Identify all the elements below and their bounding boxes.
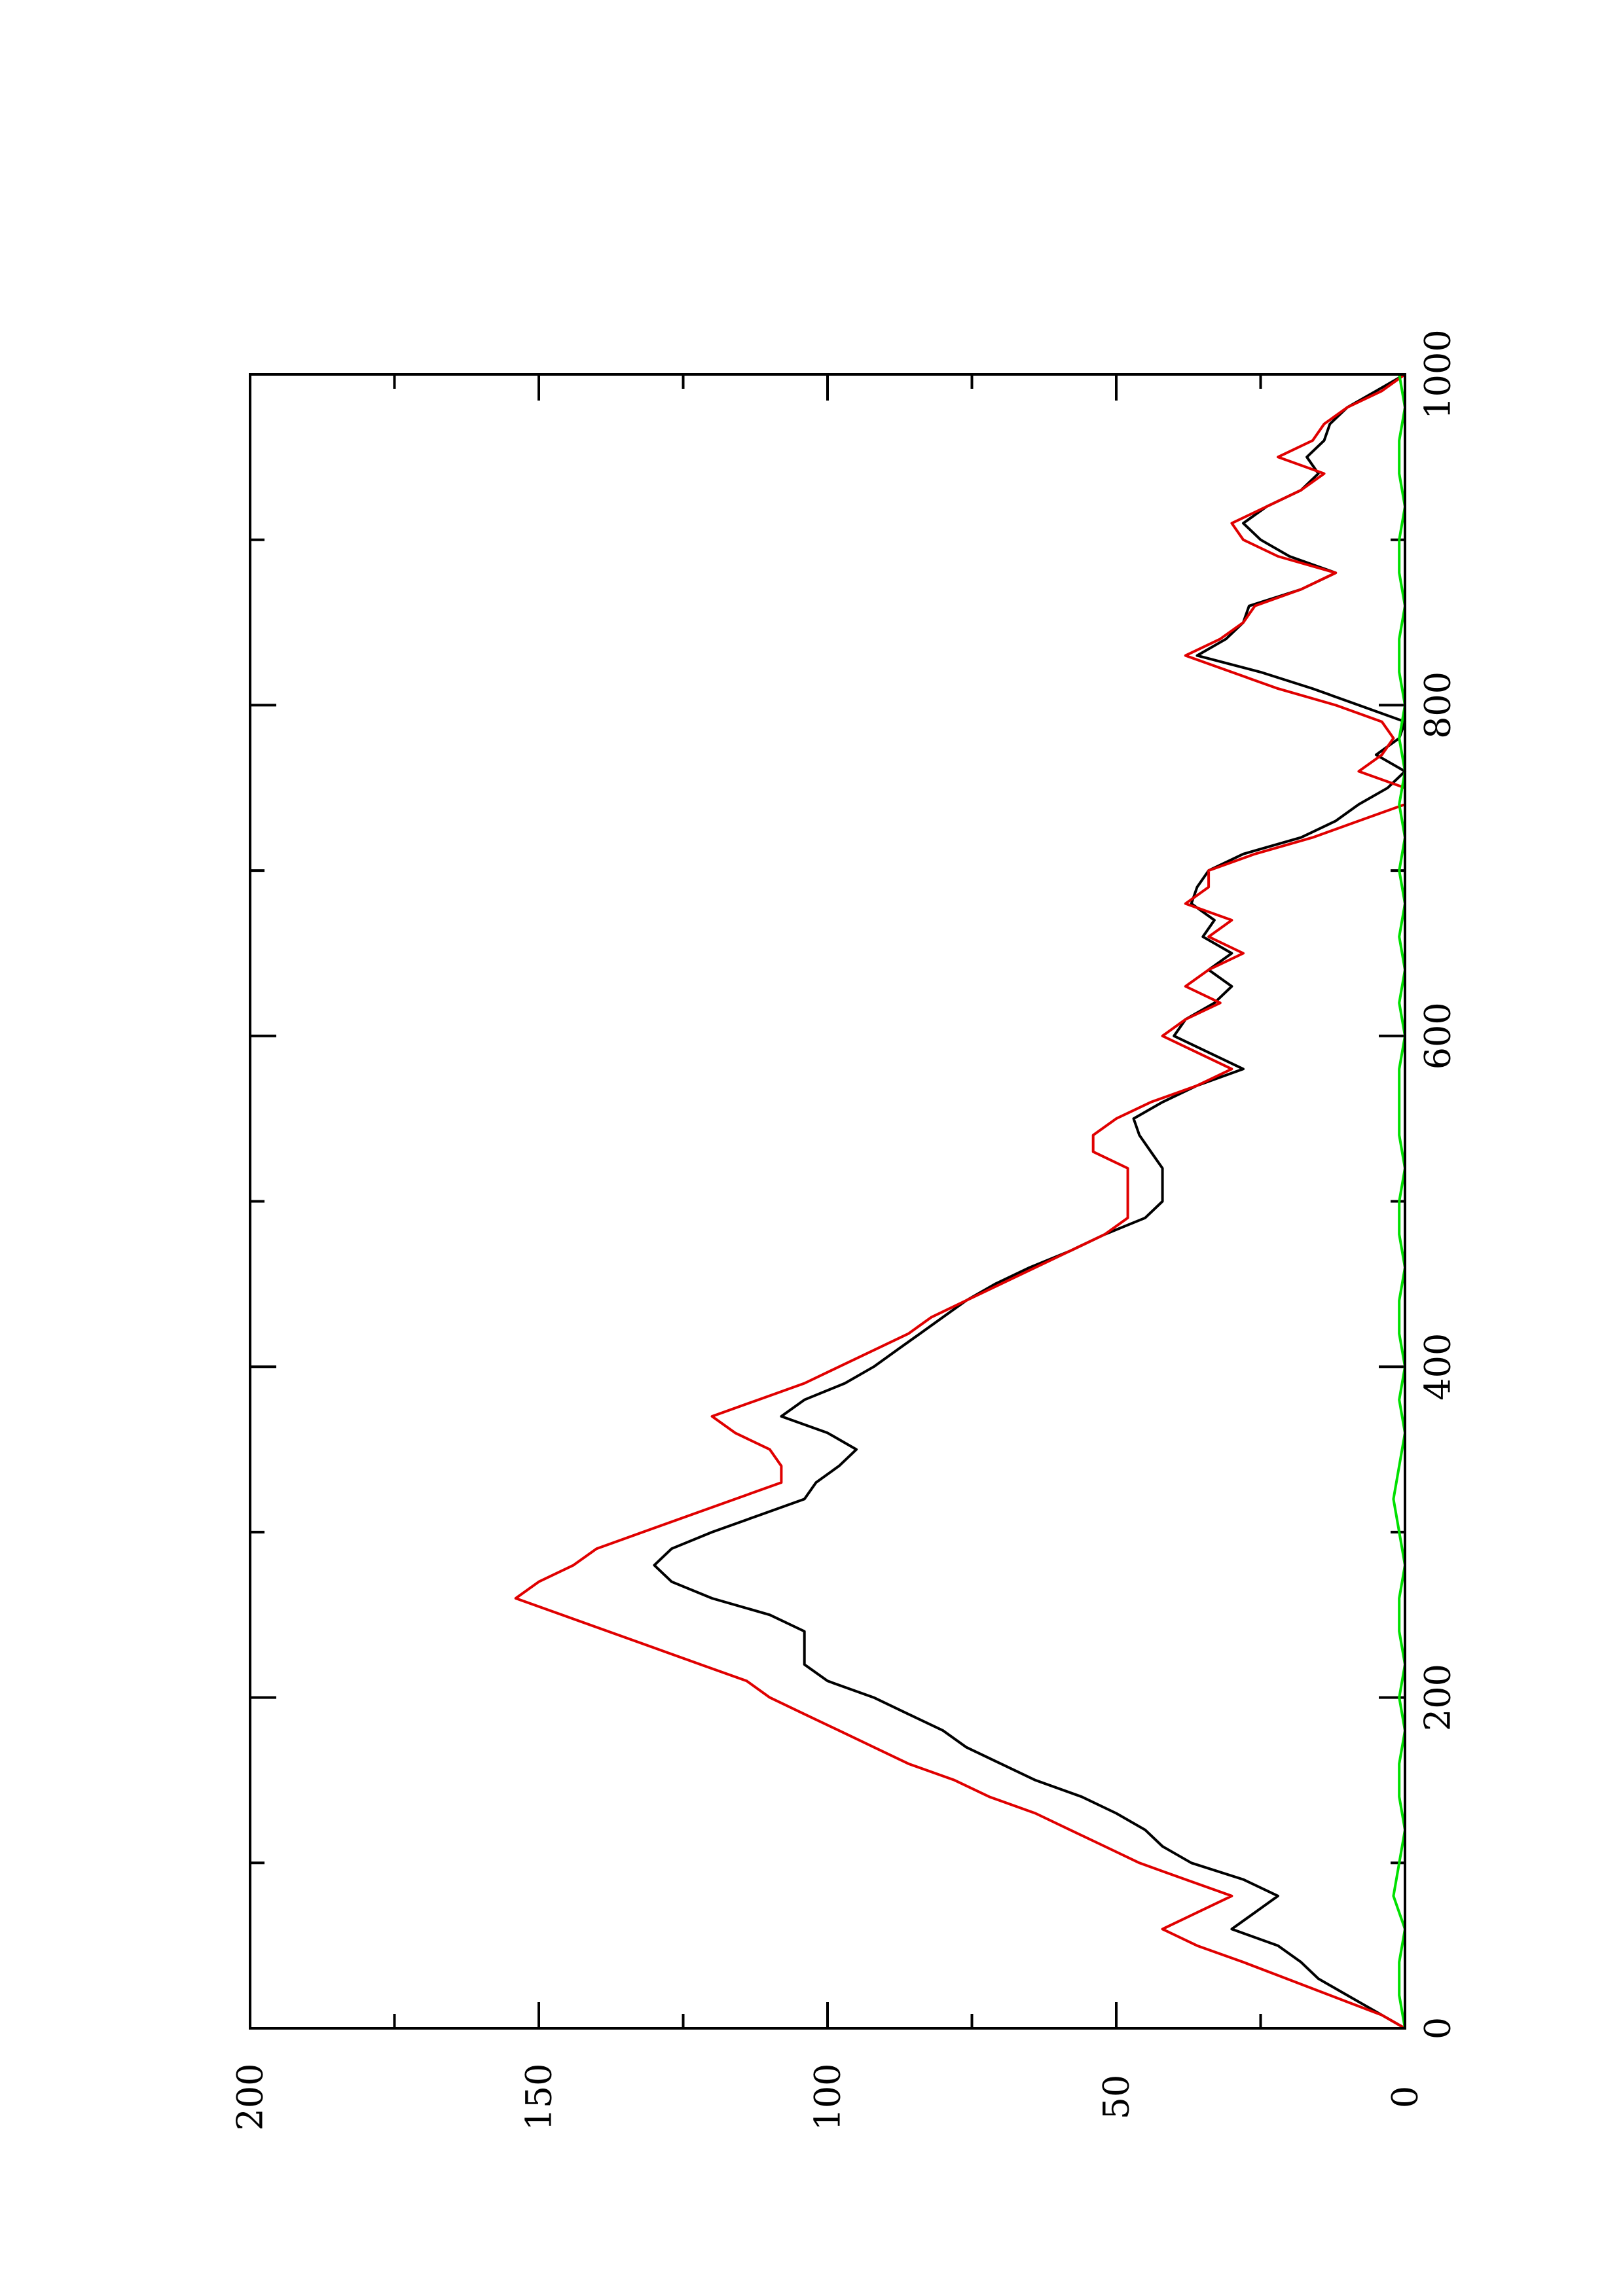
series-line-3 [1392, 374, 1406, 2029]
y-tick-label: 150 [519, 2063, 560, 2130]
series-line-2 [514, 373, 1406, 2030]
tick-labels: 0 200 400 600 800 1000 0 50 100 150 200 [230, 329, 1459, 2130]
plot-frame [249, 373, 1406, 2030]
x-tick-label: 600 [1417, 1002, 1459, 1069]
x-tick-label: 0 [1417, 2017, 1459, 2039]
y-tick-label: 200 [230, 2063, 271, 2130]
x-tick-label: 800 [1417, 672, 1459, 739]
x-tick-label: 400 [1417, 1333, 1459, 1401]
series-line-1 [653, 373, 1406, 2030]
x-tick-label: 1000 [1417, 329, 1459, 419]
series-lines [514, 373, 1406, 2030]
y-tick-label: 50 [1096, 2075, 1137, 2120]
x-tick-label: 200 [1417, 1664, 1459, 1731]
y-tick-label: 100 [807, 2063, 848, 2130]
y-tick-label: 0 [1385, 2086, 1426, 2108]
